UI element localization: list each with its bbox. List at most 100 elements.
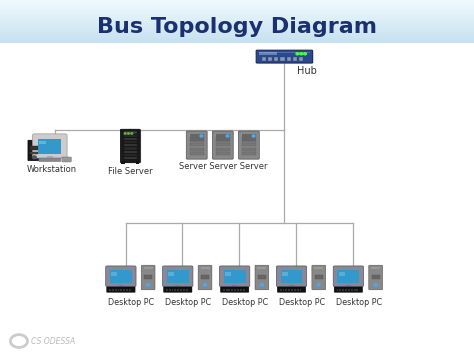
Bar <box>281 270 302 283</box>
Bar <box>356 289 358 291</box>
Bar <box>0 28 474 29</box>
Bar <box>237 289 239 291</box>
Bar <box>183 289 185 291</box>
FancyBboxPatch shape <box>214 132 234 159</box>
Circle shape <box>32 156 36 159</box>
Bar <box>0 34 474 35</box>
Bar <box>123 289 125 291</box>
Bar <box>241 134 256 137</box>
Bar <box>190 135 204 138</box>
Bar <box>223 289 225 291</box>
Bar <box>30 146 38 150</box>
Bar <box>292 57 297 61</box>
Bar <box>0 2 474 4</box>
Bar <box>190 134 204 141</box>
FancyBboxPatch shape <box>276 266 307 287</box>
Bar <box>216 139 230 142</box>
Circle shape <box>124 133 126 134</box>
Bar <box>0 35 474 36</box>
Bar <box>118 285 123 288</box>
Text: Bus Topology Diagram: Bus Topology Diagram <box>97 17 377 37</box>
Bar <box>111 272 117 276</box>
FancyBboxPatch shape <box>107 287 135 292</box>
Bar <box>242 139 256 142</box>
Bar <box>0 32 474 33</box>
Bar <box>0 15 474 16</box>
Bar <box>0 26 474 27</box>
FancyBboxPatch shape <box>312 265 326 290</box>
FancyBboxPatch shape <box>62 157 71 162</box>
Bar <box>232 285 237 288</box>
Circle shape <box>200 135 203 137</box>
Bar <box>224 270 246 283</box>
Text: Desktop PC: Desktop PC <box>165 298 211 307</box>
Bar <box>282 272 288 276</box>
Bar <box>124 144 137 146</box>
FancyBboxPatch shape <box>120 129 140 163</box>
Bar <box>0 31 474 32</box>
Bar <box>339 289 341 291</box>
Bar <box>0 18 474 19</box>
Bar <box>124 147 137 150</box>
Bar <box>291 289 293 291</box>
Text: File Server: File Server <box>108 167 153 176</box>
Bar <box>0 6 474 7</box>
Bar <box>337 289 338 291</box>
Bar <box>285 289 287 291</box>
Text: Workstation: Workstation <box>27 165 77 174</box>
Circle shape <box>226 135 229 137</box>
Bar <box>0 33 474 34</box>
Bar <box>294 289 296 291</box>
Bar <box>118 289 119 291</box>
Bar <box>166 289 168 291</box>
Bar <box>216 134 230 141</box>
Bar <box>0 5 474 6</box>
FancyBboxPatch shape <box>220 287 249 292</box>
Bar <box>346 285 351 288</box>
Circle shape <box>204 284 207 286</box>
Bar <box>0 14 474 15</box>
FancyBboxPatch shape <box>122 131 141 163</box>
Bar <box>124 154 137 156</box>
Bar <box>115 289 117 291</box>
FancyBboxPatch shape <box>238 131 259 159</box>
Bar <box>289 285 294 288</box>
Bar <box>190 152 204 155</box>
Bar <box>0 9 474 10</box>
Bar <box>281 57 284 61</box>
FancyBboxPatch shape <box>169 288 187 291</box>
FancyBboxPatch shape <box>219 266 250 287</box>
Text: Server Server Server: Server Server Server <box>179 162 267 171</box>
Bar <box>231 289 233 291</box>
Bar <box>0 41 474 42</box>
Circle shape <box>300 53 302 55</box>
Bar <box>258 275 266 279</box>
Bar <box>0 21 474 22</box>
Bar <box>339 272 345 276</box>
FancyBboxPatch shape <box>333 266 364 287</box>
FancyBboxPatch shape <box>32 134 67 158</box>
Bar <box>180 289 182 291</box>
FancyBboxPatch shape <box>258 52 313 64</box>
Text: Desktop PC: Desktop PC <box>279 298 325 307</box>
Bar <box>299 57 303 61</box>
Bar <box>186 289 188 291</box>
Bar <box>262 57 266 61</box>
Bar <box>300 289 301 291</box>
FancyBboxPatch shape <box>39 158 61 162</box>
Bar <box>0 19 474 20</box>
Bar <box>129 289 131 291</box>
Bar <box>0 10 474 11</box>
Bar <box>288 289 290 291</box>
Bar <box>215 134 230 137</box>
FancyBboxPatch shape <box>212 131 233 159</box>
Bar <box>189 134 204 137</box>
Bar <box>216 143 230 146</box>
Bar <box>0 42 474 43</box>
Text: Desktop PC: Desktop PC <box>336 298 382 307</box>
Bar <box>177 289 179 291</box>
Bar <box>167 270 189 283</box>
FancyBboxPatch shape <box>369 265 383 290</box>
Bar <box>286 57 291 61</box>
Bar <box>174 289 176 291</box>
